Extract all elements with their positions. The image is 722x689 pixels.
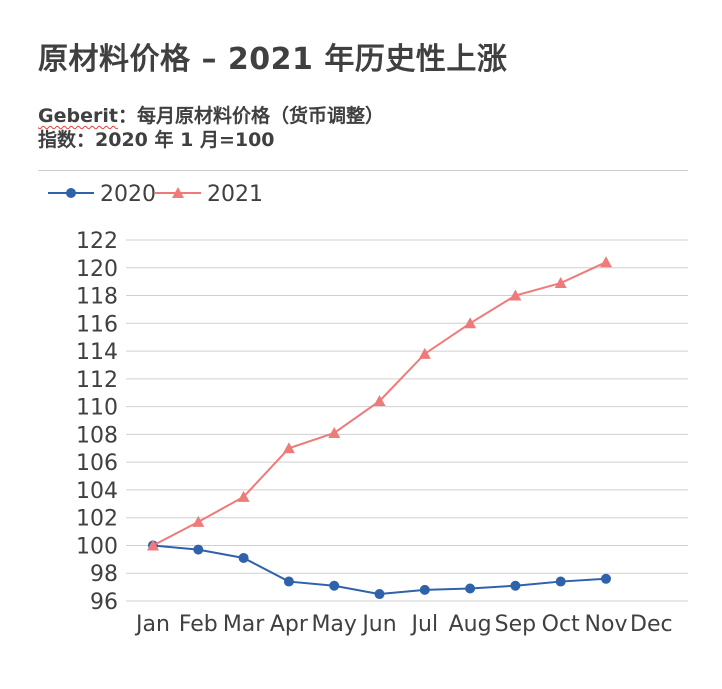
point-2020-aug — [465, 583, 476, 594]
point-2020-sep — [510, 580, 521, 591]
page-title: 原材料价格 – 2021 年历史性上涨 — [38, 42, 508, 77]
y-tick-label-110: 110 — [76, 396, 118, 421]
subtitle-line-1-text: ：每月原材料价格（货币调整） — [117, 105, 384, 127]
series-line-2020 — [152, 544, 607, 596]
point-2021-aug — [464, 317, 477, 329]
legend-label-2021: 2021 — [207, 182, 263, 207]
point-2021-apr — [282, 442, 295, 454]
x-tick-label-mar: Mar — [223, 612, 265, 637]
point-2021-nov — [600, 256, 612, 268]
point-2020-feb — [193, 544, 204, 555]
legend-label-2020: 2020 — [100, 182, 156, 207]
y-tick-label-98: 98 — [90, 562, 118, 587]
point-2021-feb — [192, 515, 205, 527]
point-2021-jun — [373, 395, 386, 407]
point-2020-may — [329, 580, 340, 591]
x-tick-label-dec: Dec — [630, 612, 673, 637]
point-2021-jan — [147, 539, 159, 551]
x-tick-label-apr: Apr — [270, 612, 309, 637]
chart-subtitle: Geberit：每月原材料价格（货币调整） 指数：2020 年 1 月=100 — [38, 104, 384, 152]
y-tick-label-118: 118 — [76, 285, 118, 310]
y-tick-label-100: 100 — [76, 534, 118, 559]
series-2020 — [148, 540, 611, 600]
point-2020-nov — [601, 573, 611, 584]
point-2021-oct — [554, 277, 567, 289]
series-2021 — [147, 256, 612, 551]
x-tick-label-may: May — [311, 612, 356, 637]
point-2021-jul — [418, 347, 431, 359]
point-2020-jun — [374, 589, 385, 600]
x-tick-label-nov: Nov — [585, 612, 628, 637]
point-2021-may — [328, 426, 341, 438]
y-tick-label-116: 116 — [76, 312, 118, 337]
chart-gridlines — [126, 239, 688, 602]
legend-item-2021: 2021 — [155, 182, 263, 207]
y-tick-label-96: 96 — [90, 590, 118, 615]
point-2021-sep — [509, 289, 522, 301]
y-tick-label-120: 120 — [76, 257, 118, 282]
point-2020-jul — [419, 584, 430, 595]
chart-legend: 2020 2021 — [48, 182, 263, 207]
brand-name: Geberit — [38, 105, 118, 127]
y-tick-label-112: 112 — [76, 368, 118, 393]
y-tick-label-102: 102 — [76, 507, 118, 532]
x-tick-label-jun: Jun — [360, 612, 396, 637]
y-tick-label-122: 122 — [76, 229, 118, 254]
legend-marker-2021 — [172, 187, 184, 198]
x-tick-label-aug: Aug — [449, 612, 492, 637]
x-tick-label-jan: Jan — [134, 612, 170, 637]
y-tick-label-114: 114 — [76, 340, 118, 365]
y-tick-label-106: 106 — [76, 451, 118, 476]
x-tick-label-feb: Feb — [179, 612, 218, 637]
point-2020-apr — [283, 576, 294, 587]
point-2021-mar — [237, 490, 250, 502]
y-tick-label-108: 108 — [76, 423, 118, 448]
legend-marker-2020 — [66, 188, 76, 198]
subtitle-line-1: Geberit：每月原材料价格（货币调整） — [38, 104, 384, 128]
x-tick-label-jul: Jul — [410, 612, 439, 637]
point-2020-mar — [238, 552, 249, 563]
y-tick-label-104: 104 — [76, 479, 118, 504]
x-tick-label-sep: Sep — [495, 612, 536, 637]
x-tick-label-oct: Oct — [542, 612, 580, 637]
legend-item-2020: 2020 — [48, 182, 156, 207]
point-2020-oct — [555, 576, 566, 587]
subtitle-line-2: 指数：2020 年 1 月=100 — [38, 129, 275, 151]
x-axis-ticks: Jan Feb Mar Apr May Jun Jul Aug Sep Oct Nov Dec — [134, 612, 673, 637]
chart-series — [147, 256, 612, 600]
header-divider — [38, 170, 688, 171]
